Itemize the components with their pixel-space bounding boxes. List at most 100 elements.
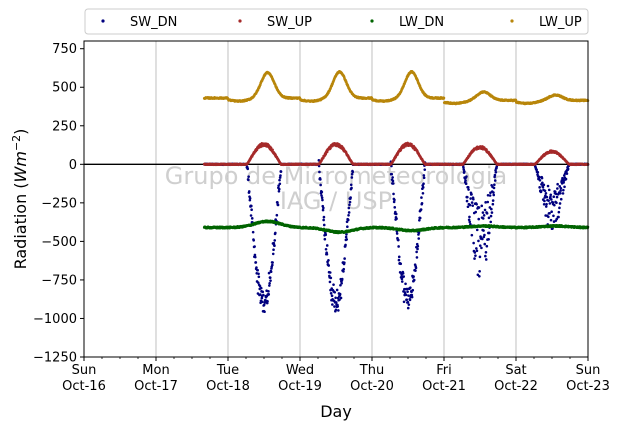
data-point [336, 305, 340, 308]
data-point [415, 250, 418, 254]
data-point [493, 179, 497, 182]
data-point [392, 200, 396, 204]
data-point [566, 167, 570, 171]
data-point [250, 208, 253, 211]
data-point [401, 272, 405, 275]
data-point [345, 233, 348, 236]
data-point [397, 245, 400, 248]
data-point [332, 283, 335, 286]
data-point [395, 232, 399, 235]
data-point [322, 215, 326, 219]
data-point [395, 217, 398, 221]
data-point [466, 186, 470, 189]
data-point [550, 198, 553, 201]
data-point [490, 211, 494, 214]
data-point [475, 228, 479, 232]
data-point [485, 212, 489, 215]
data-point [550, 210, 553, 214]
data-point [562, 188, 565, 192]
data-point [350, 172, 354, 176]
data-point [555, 201, 558, 205]
data-point [557, 215, 560, 219]
data-point [470, 192, 473, 196]
data-point [317, 159, 321, 162]
data-point [253, 253, 257, 257]
data-point [549, 218, 553, 222]
data-point [397, 238, 400, 242]
data-point [471, 204, 475, 207]
data-point [268, 281, 271, 285]
data-point [325, 252, 329, 256]
data-point [555, 217, 559, 221]
data-point [542, 183, 546, 187]
data-point [483, 242, 487, 246]
data-point [553, 203, 556, 207]
data-point [416, 244, 420, 248]
data-point [333, 305, 336, 308]
data-point [481, 237, 484, 241]
data-point [480, 246, 483, 250]
data-point [419, 208, 423, 211]
data-point [475, 247, 478, 250]
data-point [347, 213, 350, 217]
data-point [494, 170, 498, 174]
data-point [556, 182, 559, 186]
data-point [347, 206, 351, 210]
data-point [247, 178, 250, 182]
data-point [391, 179, 395, 183]
data-point [484, 254, 487, 258]
data-point [548, 202, 552, 205]
data-point [258, 284, 262, 288]
data-point [486, 200, 490, 204]
data-point [255, 266, 258, 269]
data-point [259, 286, 263, 290]
data-point [559, 192, 562, 195]
data-point [329, 276, 333, 280]
data-point [340, 281, 343, 285]
data-point [267, 290, 270, 293]
data-point [342, 267, 346, 271]
data-point [486, 193, 490, 197]
data-point [339, 283, 342, 287]
data-point [559, 189, 562, 192]
series-lw-up [202, 70, 590, 106]
data-point [487, 237, 490, 241]
data-point [278, 176, 282, 179]
data-point [493, 183, 496, 187]
data-point [278, 178, 281, 182]
data-point [481, 217, 485, 220]
data-point [562, 181, 565, 184]
data-point [470, 201, 474, 204]
data-point [466, 195, 469, 199]
data-point [536, 171, 540, 174]
data-point [251, 230, 255, 234]
data-point [348, 203, 351, 207]
data-point [558, 202, 562, 205]
data-point [477, 217, 481, 221]
data-point [406, 290, 409, 293]
data-point [557, 210, 561, 214]
data-point [271, 263, 274, 267]
data-point [538, 186, 541, 189]
data-point [397, 255, 401, 259]
data-point [254, 261, 258, 264]
data-point [487, 231, 491, 235]
data-point [547, 188, 551, 192]
data-point [269, 146, 273, 150]
data-point [472, 241, 475, 245]
data-point [475, 203, 478, 206]
series-sw-up [202, 141, 590, 167]
data-point [256, 268, 259, 272]
data-point [319, 178, 322, 181]
data-point [559, 197, 563, 201]
data-point [322, 223, 326, 227]
data-point [334, 308, 338, 312]
data-point [545, 202, 548, 206]
watermark-line-1: Grupo de Micrometeorologia [165, 162, 507, 190]
data-point [393, 206, 397, 209]
data-point [474, 210, 478, 214]
data-point [422, 182, 425, 185]
data-point [547, 199, 550, 202]
data-point [263, 310, 266, 314]
data-point [338, 298, 341, 301]
